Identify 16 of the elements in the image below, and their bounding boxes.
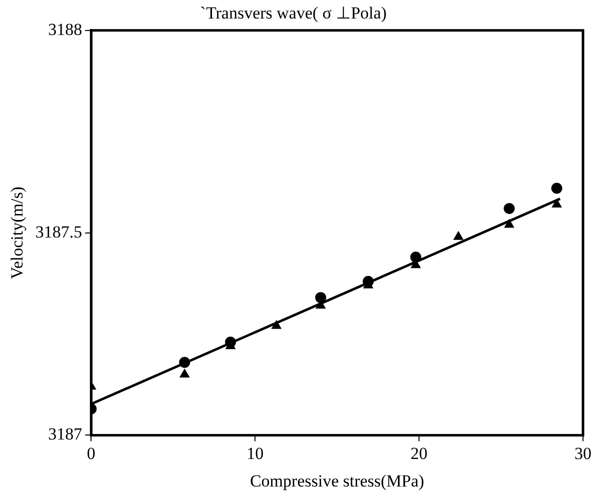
x-tick-label: 0: [86, 444, 96, 463]
x-tick-label: 10: [246, 444, 264, 463]
point: [454, 231, 464, 240]
x-axis-title: Compressive stress(MPa): [250, 471, 424, 490]
point: [315, 292, 326, 304]
point: [504, 203, 515, 214]
y-tick-label: 3188: [48, 20, 82, 39]
point: [552, 198, 562, 208]
point: [551, 182, 562, 194]
point: [180, 368, 190, 378]
y-tick-label: 3187.5: [35, 222, 82, 242]
x-tick-label: 20: [410, 444, 428, 463]
x-tick-label: 30: [574, 444, 592, 463]
y-tick-label: 3187: [48, 424, 83, 444]
y-axis-title: Velocity(m/s): [8, 186, 27, 280]
chart-title: `Transvers wave( σ ⊥Pola): [200, 4, 387, 23]
